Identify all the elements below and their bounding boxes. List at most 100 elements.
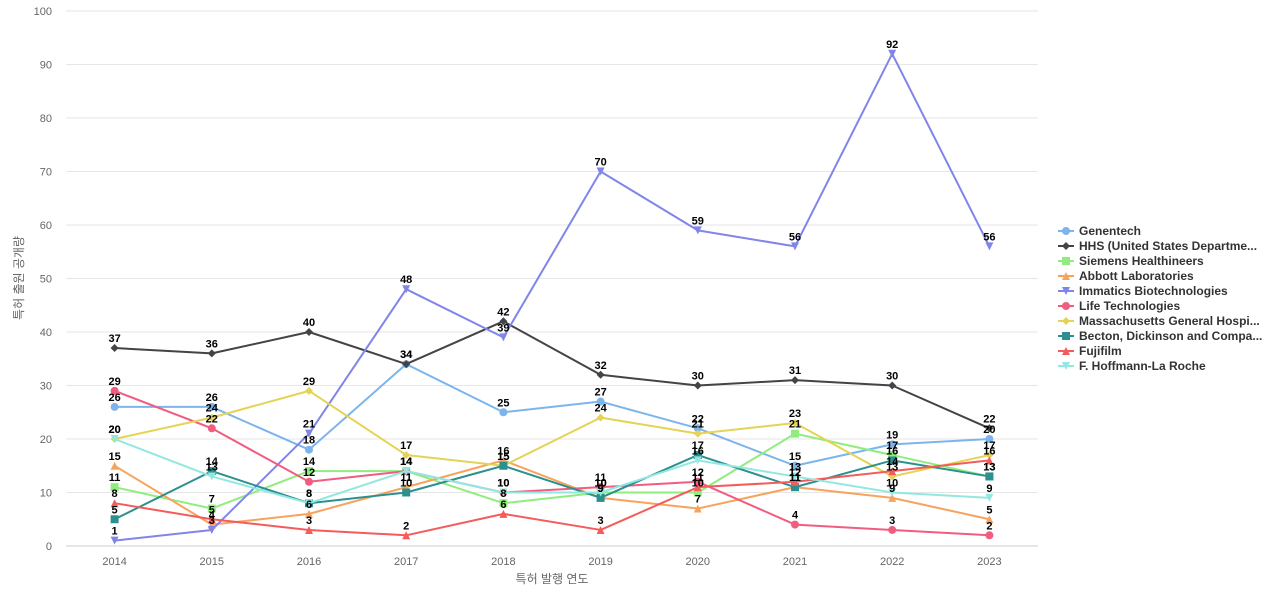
data-label: 48 (400, 274, 412, 286)
data-label: 1 (112, 526, 118, 538)
legend-label: HHS (United States Departme... (1079, 239, 1257, 253)
data-point (693, 456, 702, 465)
data-label: 23 (789, 408, 801, 420)
data-label: 2 (986, 520, 992, 532)
data-point (693, 488, 702, 497)
data-label: 11 (789, 472, 801, 484)
data-point (305, 386, 313, 395)
y-tick-label: 30 (40, 381, 52, 393)
data-label: 3 (306, 515, 312, 527)
data-label: 9 (598, 483, 604, 495)
data-point (596, 488, 605, 497)
series-line (114, 363, 990, 467)
data-label: 10 (594, 478, 606, 490)
legend-item[interactable]: Life Technologies (1058, 299, 1180, 313)
series-fujifilm (110, 456, 994, 540)
data-point (110, 499, 119, 508)
data-label: 32 (594, 360, 606, 372)
x-tick-label: 2018 (491, 556, 515, 568)
data-point (305, 328, 313, 336)
data-point (110, 515, 119, 524)
data-point (693, 451, 702, 460)
data-point (596, 167, 605, 176)
data-point (207, 472, 216, 481)
data-label: 2 (403, 520, 409, 532)
grid (66, 10, 1038, 547)
data-label: 10 (497, 478, 509, 490)
data-label: 11 (595, 472, 607, 484)
data-label: 29 (303, 376, 315, 388)
data-label: 29 (108, 376, 120, 388)
legend-item[interactable]: Massachusetts General Hospi... (1058, 314, 1260, 328)
legend-label: Genentech (1079, 224, 1141, 238)
data-point (110, 344, 119, 353)
data-label: 13 (206, 461, 218, 473)
data-point (791, 520, 799, 529)
y-tick-label: 0 (46, 541, 52, 553)
series-genentech (110, 360, 994, 470)
legend-item[interactable]: Immatics Biotechnologies (1058, 284, 1228, 298)
data-label: 16 (692, 445, 704, 457)
data-point (110, 402, 119, 411)
data-point (1062, 287, 1070, 295)
data-point (1062, 272, 1070, 280)
data-label: 59 (692, 215, 704, 227)
data-point (305, 525, 313, 534)
x-tick-label: 2020 (686, 556, 710, 568)
legend-item[interactable]: Siemens Healthineers (1058, 254, 1204, 268)
data-point (693, 424, 702, 433)
data-label: 8 (112, 488, 118, 500)
data-point (1062, 332, 1070, 340)
x-tick-label: 2016 (297, 556, 321, 568)
legend-label: Life Technologies (1079, 299, 1180, 313)
data-point (402, 488, 411, 497)
legend-item[interactable]: Genentech (1058, 224, 1141, 238)
series-line (114, 459, 990, 526)
data-point (985, 424, 994, 433)
legend-label: Abbott Laboratories (1079, 269, 1194, 283)
legend-item[interactable]: Fujifilm (1058, 344, 1122, 358)
legend-item[interactable]: Abbott Laboratories (1058, 269, 1194, 283)
data-point (791, 418, 799, 427)
data-label: 40 (303, 317, 315, 329)
data-point (791, 472, 799, 481)
data-label: 27 (594, 387, 606, 399)
data-label: 3 (209, 515, 215, 527)
data-point (985, 472, 994, 481)
data-point (305, 445, 313, 454)
data-label: 10 (692, 478, 704, 490)
data-label: 21 (303, 419, 315, 431)
data-point (888, 493, 897, 502)
series-line (114, 459, 990, 537)
legend-item[interactable]: Becton, Dickinson and Compa... (1058, 329, 1262, 343)
data-label: 14 (206, 456, 219, 468)
x-axis-title: 특허 발행 연도 (516, 571, 589, 586)
data-point (596, 370, 605, 379)
data-point (693, 483, 702, 492)
legend-item[interactable]: F. Hoffmann-La Roche (1058, 359, 1206, 373)
data-label: 20 (108, 424, 120, 436)
data-label: 14 (400, 456, 413, 468)
y-tick-label: 100 (34, 6, 52, 18)
data-point (888, 381, 897, 390)
data-label: 18 (303, 435, 315, 447)
series-lines (110, 49, 994, 545)
data-point (596, 397, 605, 406)
data-label: 13 (789, 461, 801, 473)
data-label: 10 (497, 478, 509, 490)
data-point (305, 499, 313, 508)
series-line (114, 320, 990, 430)
y-tick-label: 80 (40, 113, 52, 125)
data-point (1062, 362, 1070, 370)
data-label: 13 (983, 461, 995, 473)
data-label: 9 (986, 483, 992, 495)
series-line (114, 389, 990, 537)
data-point (888, 49, 897, 58)
legend-item[interactable]: HHS (United States Departme... (1058, 239, 1257, 253)
data-point (985, 531, 994, 540)
data-label: 11 (789, 472, 801, 484)
data-label: 20 (108, 424, 120, 436)
data-point (207, 413, 216, 422)
